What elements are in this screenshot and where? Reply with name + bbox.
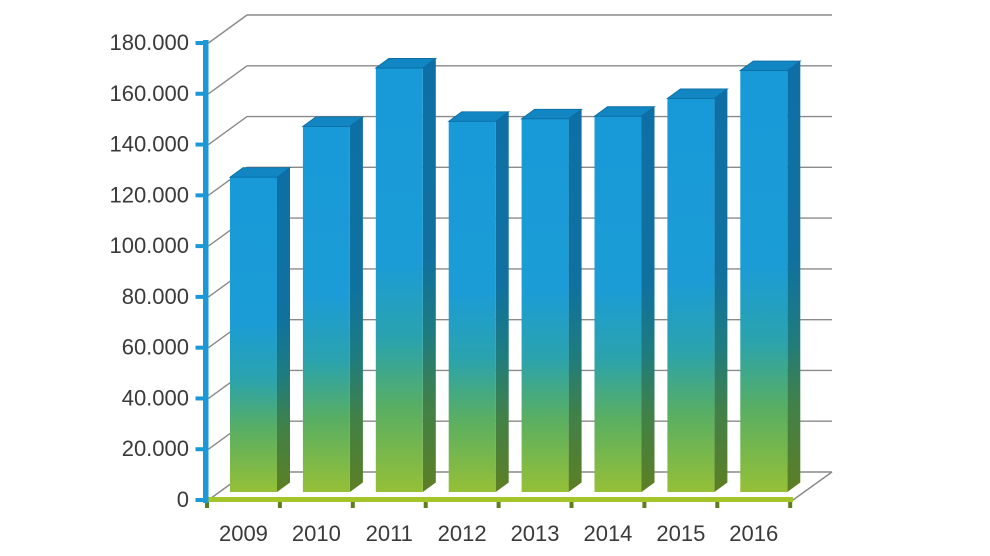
bar-side-face <box>495 111 509 493</box>
gridline-60.000 <box>208 318 832 349</box>
bar-side-face <box>714 88 728 492</box>
bar-front-face <box>594 116 642 492</box>
bar-side-face <box>641 106 655 492</box>
y-axis-label-80.000: 80.000 <box>122 284 189 309</box>
y-axis-tick <box>195 41 205 45</box>
bar-2011 <box>374 58 438 492</box>
gridline-0 <box>208 471 832 501</box>
x-axis-label-2013: 2013 <box>511 521 560 546</box>
y-axis-tick <box>195 294 205 299</box>
y-axis-tick <box>195 244 205 249</box>
bar-side-face <box>568 109 582 493</box>
gridline-20.000 <box>208 420 832 450</box>
x-axis-label-2010: 2010 <box>292 521 341 546</box>
bar-top-face <box>666 88 729 99</box>
y-axis-label-120.000: 120.000 <box>109 182 189 207</box>
bar-top-face <box>738 60 802 71</box>
x-axis-tick <box>715 502 720 508</box>
gridline-140.000 <box>208 115 832 146</box>
x-axis-label-2016: 2016 <box>729 521 778 546</box>
bar-front-face <box>740 70 788 493</box>
bar-2015 <box>666 88 729 492</box>
floor-right-edge <box>792 471 833 501</box>
bar-2009 <box>228 167 292 492</box>
bar-side-face <box>349 116 363 493</box>
gridline-120.000 <box>208 166 832 196</box>
x-axis-tick <box>496 502 501 508</box>
y-axis-label-140.000: 140.000 <box>109 132 189 157</box>
x-axis-tick <box>350 502 355 508</box>
bar-top-face <box>228 167 292 178</box>
bar-2013 <box>520 108 583 493</box>
y-axis-tick <box>195 498 205 502</box>
bar-top-face <box>374 58 438 69</box>
y-axis-tick <box>195 91 205 96</box>
gridline-40.000 <box>208 369 832 400</box>
x-axis-label-2011: 2011 <box>366 521 413 546</box>
y-axis-label-60.000: 60.000 <box>122 335 189 360</box>
bar-side-face <box>787 61 801 493</box>
bar-top-face <box>593 106 656 117</box>
gridline-100.000 <box>208 217 832 247</box>
y-axis-label-20.000: 20.000 <box>122 436 189 461</box>
bar-side-face <box>277 167 290 492</box>
y-axis-tick <box>195 142 205 147</box>
bar-front-face <box>302 126 350 493</box>
y-axis-tick <box>195 193 205 198</box>
x-axis-label-2014: 2014 <box>583 521 632 546</box>
bar-2012 <box>447 111 511 493</box>
gridline-160.000 <box>208 65 832 95</box>
bar-front-face <box>375 68 423 492</box>
y-axis-label-100.000: 100.000 <box>109 233 189 258</box>
bar-front-face <box>667 98 715 492</box>
floor-front-edge <box>207 497 793 502</box>
x-axis-label-2015: 2015 <box>656 521 705 546</box>
x-axis-tick <box>423 502 428 508</box>
x-axis-label-2012: 2012 <box>438 521 487 546</box>
y-axis-label-40.000: 40.000 <box>122 385 189 410</box>
bar-front-face <box>521 118 569 493</box>
bar-front-face <box>448 121 496 493</box>
x-axis-tick <box>205 502 209 508</box>
bar-2010 <box>301 116 365 493</box>
bar-side-face <box>422 58 436 492</box>
x-axis-label-2009: 2009 <box>219 521 268 546</box>
gridline-180.000 <box>208 14 832 44</box>
bar-top-face <box>301 116 365 127</box>
x-axis-tick <box>277 502 282 508</box>
y-axis-tick <box>195 447 205 452</box>
gridline-80.000 <box>208 268 832 298</box>
x-axis-tick <box>642 502 647 508</box>
bar-2014 <box>593 106 656 492</box>
y-axis-tick <box>195 396 205 401</box>
x-axis-tick <box>788 502 793 508</box>
bar-top-face <box>447 111 511 122</box>
bar-front-face <box>230 177 277 492</box>
x-axis-tick <box>569 502 574 508</box>
y-axis-label-160.000: 160.000 <box>109 81 189 106</box>
y-axis-line <box>203 40 209 503</box>
bar-2016 <box>738 60 802 493</box>
bar-top-face <box>520 108 583 120</box>
y-axis-label-0: 0 <box>177 487 189 512</box>
y-axis-label-180.000: 180.000 <box>109 30 189 55</box>
y-axis-tick <box>195 345 205 350</box>
